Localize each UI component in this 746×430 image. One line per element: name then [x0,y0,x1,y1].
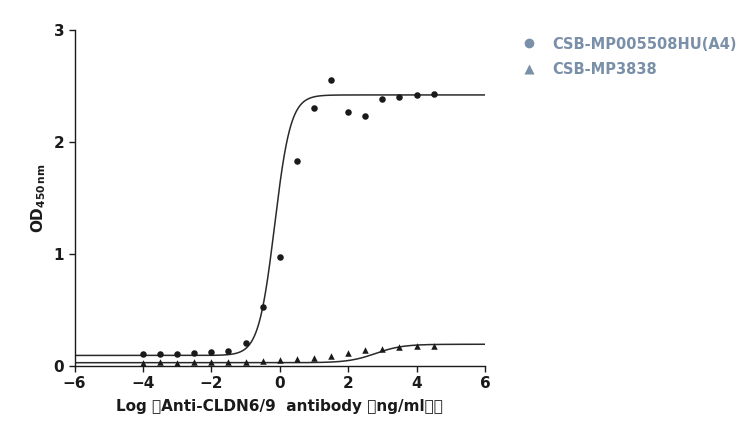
Point [427,90,439,97]
Point [154,359,166,366]
Point [427,342,439,349]
Point [325,353,337,359]
Point [342,108,354,115]
Legend: CSB-MP005508HU(A4), CSB-MP3838: CSB-MP005508HU(A4), CSB-MP3838 [509,31,743,83]
Point [257,304,269,311]
Point [291,157,303,164]
Point [205,359,217,366]
Point [154,351,166,358]
Point [137,359,149,366]
Point [188,350,200,356]
Point [222,359,234,366]
Point [172,359,184,366]
Point [393,94,405,101]
Point [239,358,251,365]
Point [308,105,320,112]
Point [137,351,149,358]
Point [410,342,422,349]
Point [342,350,354,356]
Point [257,358,269,365]
Point [360,113,372,120]
Point [360,347,372,354]
Point [188,359,200,366]
Point [205,349,217,356]
Point [308,355,320,362]
Point [274,254,286,261]
X-axis label: Log （Anti-CLDN6/9  antibody （ng/ml））: Log （Anti-CLDN6/9 antibody （ng/ml）） [116,399,443,414]
Point [172,351,184,358]
Y-axis label: OD$_{\mathregular{450\,nm}}$: OD$_{\mathregular{450\,nm}}$ [29,163,48,233]
Point [410,92,422,98]
Point [325,77,337,84]
Point [239,340,251,347]
Point [393,344,405,350]
Point [376,345,388,352]
Point [291,356,303,363]
Point [376,96,388,103]
Point [222,347,234,354]
Point [274,357,286,364]
